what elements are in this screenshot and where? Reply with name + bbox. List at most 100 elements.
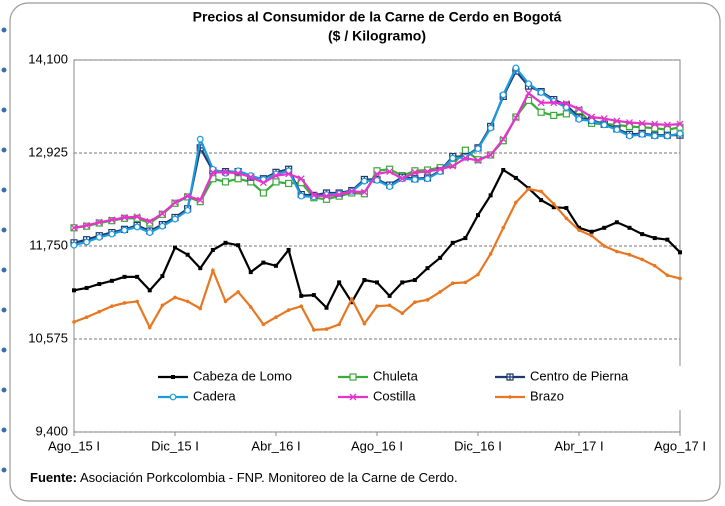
marker xyxy=(463,236,468,241)
marker xyxy=(122,274,127,279)
marker xyxy=(387,303,392,308)
marker xyxy=(398,175,406,183)
marker xyxy=(487,124,495,132)
marker xyxy=(375,280,379,285)
marker xyxy=(135,274,140,279)
source-label: Fuente: xyxy=(30,470,77,485)
marker xyxy=(198,306,203,311)
marker xyxy=(613,126,621,134)
marker xyxy=(461,154,469,162)
marker xyxy=(375,304,379,308)
marker xyxy=(221,178,230,186)
marker xyxy=(463,280,468,285)
marker xyxy=(146,218,154,225)
marker xyxy=(97,309,102,314)
y-tick-label: 10,575 xyxy=(28,330,68,345)
marker xyxy=(551,202,556,206)
marker xyxy=(638,130,646,138)
marker xyxy=(474,145,482,153)
source: Fuente: Asociación Porkcolombia - FNP. Mo… xyxy=(30,470,458,485)
marker xyxy=(551,205,556,210)
marker xyxy=(537,89,545,96)
marker xyxy=(501,168,506,173)
marker xyxy=(562,110,570,118)
marker xyxy=(184,206,192,214)
marker xyxy=(349,300,354,305)
marker xyxy=(349,297,354,301)
marker xyxy=(324,305,329,310)
marker xyxy=(514,200,518,205)
marker xyxy=(236,290,240,294)
marker xyxy=(171,215,179,223)
marker xyxy=(337,280,342,285)
marker xyxy=(72,288,76,293)
marker xyxy=(613,117,621,125)
marker xyxy=(196,135,204,143)
marker xyxy=(110,304,114,308)
legend-box xyxy=(150,366,686,410)
marker xyxy=(160,303,165,308)
marker xyxy=(362,278,367,283)
marker xyxy=(425,298,430,302)
marker xyxy=(259,189,267,197)
marker xyxy=(499,135,507,143)
marker xyxy=(272,172,280,180)
marker xyxy=(84,315,89,320)
frame xyxy=(9,2,721,502)
marker xyxy=(676,130,684,138)
marker xyxy=(665,273,670,278)
marker xyxy=(615,249,619,254)
marker xyxy=(95,218,103,226)
marker xyxy=(171,375,175,379)
marker xyxy=(84,285,89,290)
marker xyxy=(487,151,495,159)
marker xyxy=(362,321,367,326)
marker xyxy=(512,114,520,122)
marker xyxy=(171,199,179,206)
y-tick-label: 14,100 xyxy=(28,51,68,66)
marker xyxy=(438,255,443,260)
series xyxy=(72,187,682,332)
marker xyxy=(589,229,594,234)
marker xyxy=(133,223,141,231)
marker xyxy=(575,115,583,123)
marker xyxy=(299,293,304,298)
x-tick-label: Dic_15 I xyxy=(151,438,199,453)
marker xyxy=(133,213,141,221)
marker xyxy=(310,191,318,199)
marker xyxy=(627,225,632,230)
marker xyxy=(234,175,242,183)
marker xyxy=(638,119,646,127)
legend-label: Cabeza de Lomo xyxy=(193,368,292,383)
legend-label: Costilla xyxy=(373,388,416,403)
marker xyxy=(539,189,543,194)
marker xyxy=(449,154,457,162)
marker xyxy=(588,117,596,125)
marker xyxy=(387,293,392,298)
marker xyxy=(248,270,253,275)
marker xyxy=(537,99,545,107)
marker xyxy=(577,225,581,230)
marker xyxy=(525,89,532,97)
marker xyxy=(663,121,671,129)
chart-subtitle: ($ / Kilogramo) xyxy=(328,28,426,44)
marker xyxy=(95,233,103,241)
marker xyxy=(678,276,682,281)
marker xyxy=(488,193,493,198)
marker xyxy=(513,175,518,180)
marker xyxy=(461,146,469,154)
marker xyxy=(158,222,166,230)
marker xyxy=(373,176,381,184)
marker xyxy=(349,393,357,401)
marker xyxy=(400,311,405,316)
marker xyxy=(413,300,417,304)
marker xyxy=(83,221,91,229)
marker xyxy=(185,299,190,304)
marker xyxy=(626,119,633,126)
marker xyxy=(678,250,682,255)
marker xyxy=(411,176,419,183)
marker xyxy=(297,192,305,200)
marker xyxy=(424,175,431,183)
y-tick-label: 11,750 xyxy=(29,237,68,252)
marker xyxy=(436,165,444,173)
